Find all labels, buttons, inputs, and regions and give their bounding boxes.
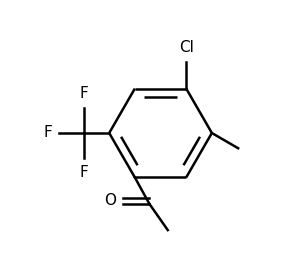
Text: O: O bbox=[103, 193, 116, 208]
Text: F: F bbox=[80, 165, 88, 180]
Text: F: F bbox=[80, 86, 88, 101]
Text: F: F bbox=[44, 126, 52, 140]
Text: Cl: Cl bbox=[179, 40, 194, 55]
